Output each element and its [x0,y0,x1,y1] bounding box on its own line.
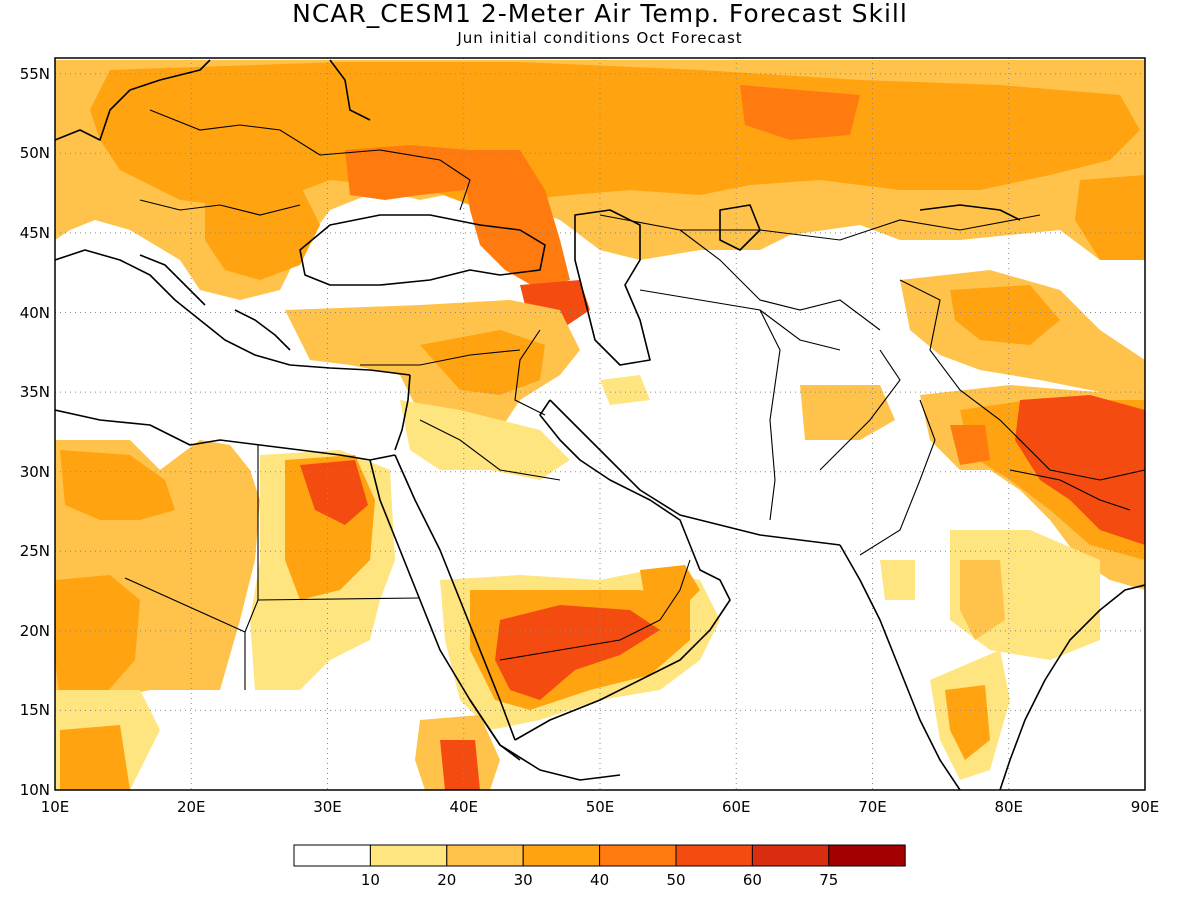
shade-india-south-orange [945,685,990,760]
legend-label: 60 [743,871,762,889]
lon-tick: 70E [858,798,887,816]
shade-chad [55,575,140,700]
legend-box-7 [828,844,906,867]
legend-box-5 [675,844,753,867]
coast-north-africa [55,409,396,461]
border-iran-afghan [759,309,781,521]
borders [124,109,1145,690]
border-afghan-pak [819,349,901,471]
legend-label: 40 [590,871,609,889]
legend-box-3 [522,844,601,867]
border-balkans [139,199,301,216]
lat-tick: 15N [20,701,50,719]
coast-red-sea-east [394,454,516,741]
border-china-west [899,279,1145,481]
border-turkmen [639,289,841,351]
coast-aral [719,204,761,251]
shade-india-orange [960,560,1005,640]
lat-tick: 40N [20,304,50,322]
legend-label: 50 [666,871,685,889]
lon-tick: 20E [177,798,206,816]
lat-ticks: 10N 15N 20N 25N 30N 35N 40N 45N 50N 55N [20,65,50,799]
coast-north-europe [55,59,211,141]
lon-tick: 30E [313,798,342,816]
coast-black-sea [299,214,546,286]
border-uzbek [679,229,881,331]
border-turkey-syria [360,349,521,366]
lon-tick: 80E [994,798,1023,816]
map-subtitle: Jun initial conditions Oct Forecast [457,29,743,47]
lon-ticks: 10E 20E 30E 40E 50E 60E 70E 80E 90E [41,798,1160,816]
lat-tick: 20N [20,622,50,640]
lat-tick: 45N [20,224,50,242]
coast-balkhash [919,204,1021,221]
legend-box-4 [599,844,677,867]
border-oman [659,559,691,621]
shade-xinjiang-orange [950,285,1060,345]
shade-levant [400,400,570,480]
lat-tick: 35N [20,383,50,401]
shade-iran-spot [600,375,650,405]
border-saudi-yemen [499,619,661,661]
border-egypt-sudan [257,597,421,601]
coast-baltic [329,59,371,121]
lon-tick: 60E [722,798,751,816]
coast-levant [394,374,411,451]
lat-tick: 10N [20,781,50,799]
shade-ukraine [345,145,470,200]
coast-horn-africa [469,699,621,781]
lat-tick: 50N [20,144,50,162]
coast-gulf-north [549,399,841,546]
shade-afghan [800,385,895,440]
color-legend: 10 20 30 40 50 60 75 [293,844,906,889]
coast-india-east [999,584,1145,790]
coast-med-north [55,249,411,376]
legend-box-6 [751,844,830,867]
plot-frame [54,57,1146,791]
coast-caspian [574,209,651,366]
coastlines [55,59,1145,790]
coast-arabia-south [514,544,731,741]
legend-box-2 [446,844,524,867]
lat-tick: 25N [20,542,50,560]
legend-box-1 [369,844,448,867]
map-title: NCAR_CESM1 2-Meter Air Temp. Forecast Sk… [292,0,908,28]
lon-tick: 50E [586,798,615,816]
lat-tick: 30N [20,463,50,481]
coast-india-west [839,544,961,790]
legend-label: 20 [437,871,456,889]
lat-tick: 55N [20,65,50,83]
coast-adriatic [139,254,206,306]
shade-gujarat [880,560,915,600]
lon-tick: 40E [449,798,478,816]
shade-siberia [740,85,860,140]
legend-label: 75 [819,871,838,889]
border-iraq-iran [514,329,546,416]
border-nepal [1009,469,1131,511]
coast-persian-gulf [539,399,691,546]
legend-box-0 [293,844,371,867]
border-chad-sudan [244,599,259,633]
lon-tick: 10E [41,798,70,816]
grid-lines [55,58,1145,790]
shade-ethiopia-red [440,740,480,790]
shade-sahel-orange [60,725,130,790]
shade-tibet-red [1015,395,1145,545]
shade-arabia-red [495,605,660,700]
shade-mongolia-edge [1075,175,1145,260]
border-pak-india [859,399,936,556]
shade-egypt-red [300,460,368,525]
coast-aegean [234,309,291,351]
border-saudi-jordan [419,419,561,481]
legend-label: 30 [514,871,533,889]
border-eastern-europe [149,109,321,156]
shade-turkey-east [420,330,545,395]
legend-label: 10 [361,871,380,889]
border-russia-ukraine [319,149,471,211]
lon-tick: 90E [1131,798,1160,816]
shade-kashmir [950,425,990,465]
shade-libya-orange [60,450,175,520]
